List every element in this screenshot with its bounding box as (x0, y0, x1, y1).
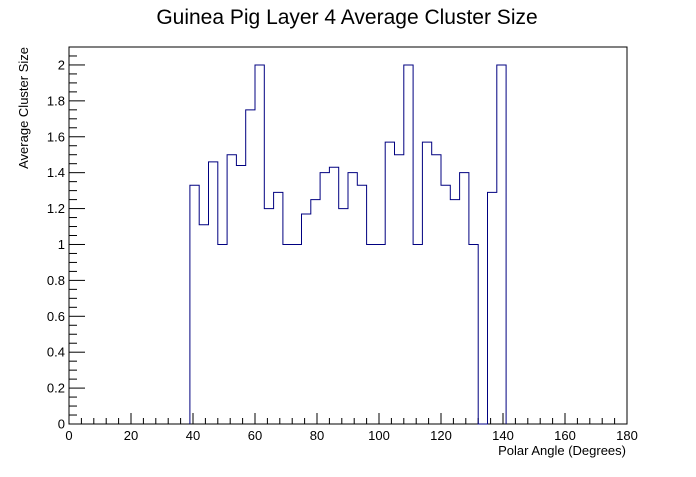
x-tick-label: 100 (368, 428, 390, 443)
histogram-bin (497, 65, 506, 424)
histogram-bin (395, 155, 404, 424)
x-tick-label: 120 (430, 428, 452, 443)
x-tick-label: 140 (492, 428, 514, 443)
x-tick-label: 0 (65, 428, 72, 443)
x-tick-label: 180 (616, 428, 638, 443)
x-tick-label: 160 (554, 428, 576, 443)
histogram-bin (274, 192, 283, 424)
x-axis-title: Polar Angle (Degrees) (498, 443, 626, 458)
histogram-bin (255, 65, 264, 424)
histogram-bin (292, 244, 301, 424)
x-tick-label: 60 (248, 428, 262, 443)
histogram-bin (460, 173, 469, 424)
histogram-bin (209, 162, 218, 424)
chart-title: Guinea Pig Layer 4 Average Cluster Size (156, 6, 537, 29)
histogram-bin (302, 214, 311, 424)
histogram-bins (190, 65, 506, 424)
histogram-bin (413, 244, 422, 424)
histogram-outline (189, 64, 507, 425)
y-tick-label: 0.4 (47, 345, 65, 360)
y-tick-label: 1.2 (47, 201, 65, 216)
plot-frame (68, 46, 628, 425)
histogram-bin (367, 244, 376, 424)
y-axis-title: Average Cluster Size (16, 47, 31, 169)
y-tick-label: 0.6 (47, 309, 65, 324)
histogram-bin (385, 142, 394, 424)
y-tick-label: 2 (58, 57, 65, 72)
y-tick-label: 0.8 (47, 273, 65, 288)
y-tick-label: 0.2 (47, 381, 65, 396)
histogram-bin (190, 185, 199, 424)
histogram-bin (218, 244, 227, 424)
x-tick-label: 80 (310, 428, 324, 443)
histogram-bin (283, 244, 292, 424)
tick-labels: 0 20 40 60 80 100 120 140 160 180 0 0.2 0.4 0.6 0.8 1 1.… (47, 57, 638, 443)
x-tick-label: 40 (186, 428, 200, 443)
histogram-bin (311, 200, 320, 424)
histogram-bin (339, 209, 348, 424)
histogram-bin (236, 165, 245, 424)
histogram-bin (469, 244, 478, 424)
axes (68, 46, 628, 425)
histogram-bin (348, 173, 357, 424)
histogram-bin (246, 110, 255, 424)
histogram-bin (450, 200, 459, 424)
y-tick-label: 1.4 (47, 165, 65, 180)
histogram-bin (488, 192, 497, 424)
histogram-bin (329, 167, 338, 424)
histogram-bin (199, 225, 208, 424)
tick-marks (68, 46, 628, 425)
y-tick-label: 1 (58, 237, 65, 252)
histogram-bin (422, 142, 431, 424)
y-tick-label: 0 (58, 417, 65, 432)
histogram-bin (376, 244, 385, 424)
histogram-bin (320, 173, 329, 424)
histogram-bin (357, 185, 366, 424)
y-tick-label: 1.6 (47, 129, 65, 144)
histogram-bin (441, 185, 450, 424)
y-tick-label: 1.8 (47, 93, 65, 108)
histogram-bin (227, 155, 236, 424)
histogram-bin (432, 155, 441, 424)
x-tick-label: 20 (124, 428, 138, 443)
histogram-bin (264, 209, 273, 424)
histogram-bin (404, 65, 413, 424)
